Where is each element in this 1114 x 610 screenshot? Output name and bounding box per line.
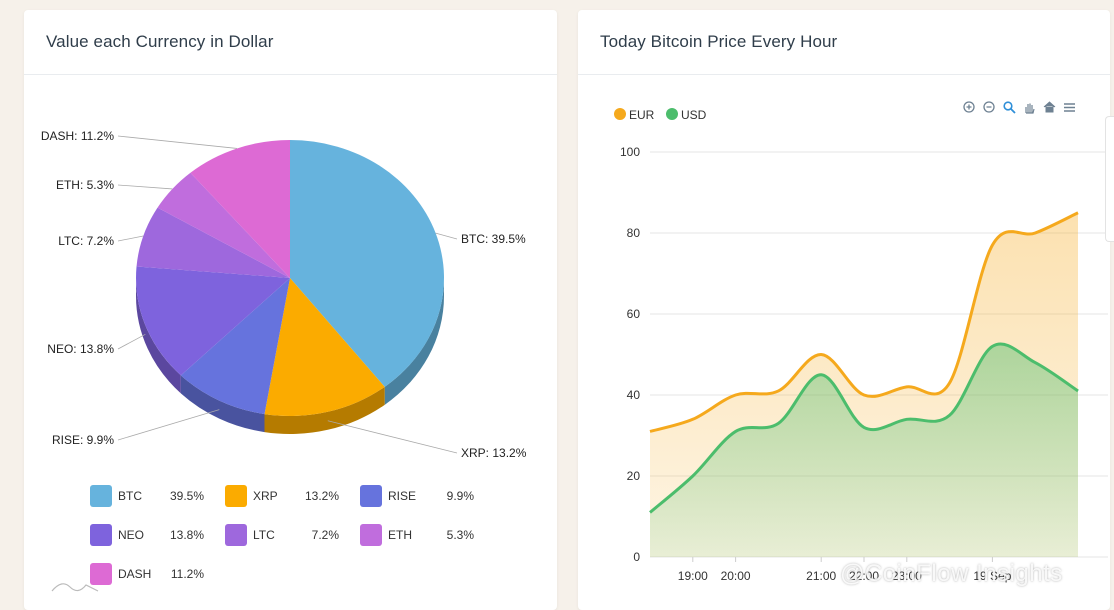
pan-hand-icon[interactable] xyxy=(1022,100,1036,114)
pie-slice-ltc[interactable] xyxy=(136,207,290,278)
legend-percent: 39.5% xyxy=(169,489,204,503)
y-tick-label: 80 xyxy=(627,226,641,240)
pie-slice-side-neo xyxy=(136,278,181,394)
sparkline-icon xyxy=(51,583,99,592)
card-header: Today Bitcoin Price Every Hour xyxy=(578,10,1110,75)
x-tick-label: 19:00 xyxy=(678,569,708,583)
pie-slice-side-rise xyxy=(180,375,265,433)
zoom-select-icon[interactable] xyxy=(1002,100,1016,114)
legend-item-ltc[interactable]: LTC 7.2% xyxy=(225,524,339,546)
pie-label-btc: BTC: 39.5% xyxy=(461,232,526,246)
leader-line xyxy=(117,135,238,149)
card-header: Value each Currency in Dollar xyxy=(24,10,557,75)
legend-swatch xyxy=(360,485,382,507)
y-tick-label: 60 xyxy=(627,307,641,321)
pie-label-neo: NEO: 13.8% xyxy=(47,342,114,356)
zoom-in-icon[interactable] xyxy=(962,100,976,114)
pie-slice-btc[interactable] xyxy=(290,140,445,387)
series-line-usd[interactable] xyxy=(649,342,1079,514)
legend-item-rise[interactable]: RISE 9.9% xyxy=(360,485,474,507)
legend-swatch xyxy=(225,524,247,546)
legend-name: RISE xyxy=(388,489,417,503)
legend-name: XRP xyxy=(253,489,278,503)
leader-line xyxy=(435,232,458,240)
pie-label-xrp: XRP: 13.2% xyxy=(461,446,527,460)
currency-value-card: Value each Currency in Dollar BTC: 39.5%… xyxy=(24,10,557,610)
area-fill-usd xyxy=(650,343,1078,557)
pie-label-ltc: LTC: 7.2% xyxy=(58,234,114,248)
pie-slice-dash[interactable] xyxy=(190,140,290,278)
chart-toolbar xyxy=(962,100,1076,114)
side-panel-tab[interactable] xyxy=(1105,116,1114,242)
legend-swatch xyxy=(225,485,247,507)
zoom-out-icon[interactable] xyxy=(982,100,996,114)
legend-item-eur[interactable]: EUR xyxy=(614,108,655,122)
pie-slice-neo[interactable] xyxy=(136,266,290,376)
legend-percent: 11.2% xyxy=(170,567,204,581)
legend-name: LTC xyxy=(253,528,275,542)
menu-icon[interactable] xyxy=(1062,100,1076,114)
legend-swatch xyxy=(360,524,382,546)
legend-swatch xyxy=(90,524,112,546)
legend-swatch xyxy=(90,563,112,585)
x-tick-label: 22:00 xyxy=(849,569,879,583)
y-tick-label: 100 xyxy=(620,145,640,159)
bitcoin-price-card: Today Bitcoin Price Every Hour 0 20 40 60 80… xyxy=(578,10,1110,610)
legend-name: DASH xyxy=(118,567,152,581)
x-tick-label: 20:00 xyxy=(721,569,751,583)
legend-percent: 13.8% xyxy=(169,528,204,542)
legend-percent: 5.3% xyxy=(446,528,474,542)
pie-chart: BTC: 39.5% XRP: 13.2% RISE: 9.9% NEO: 13.8%… xyxy=(41,129,527,460)
pie-slice-rise[interactable] xyxy=(180,278,290,415)
legend-swatch xyxy=(90,485,112,507)
legend-label: EUR xyxy=(629,108,655,122)
legend-item-eth[interactable]: ETH 5.3% xyxy=(360,524,474,546)
pie-depth xyxy=(136,278,444,434)
y-tick-label: 20 xyxy=(627,469,641,483)
home-reset-icon[interactable] xyxy=(1042,100,1056,114)
area-legend: EUR USD xyxy=(614,108,707,122)
legend-percent: 13.2% xyxy=(304,489,339,503)
y-tick-label: 0 xyxy=(633,550,640,564)
card-title: Today Bitcoin Price Every Hour xyxy=(600,32,838,51)
pie-label-dash: DASH: 11.2% xyxy=(41,129,114,143)
pie-label-eth: ETH: 5.3% xyxy=(56,178,114,192)
legend-item-xrp[interactable]: XRP 13.2% xyxy=(225,485,339,507)
pie-slices xyxy=(136,140,445,416)
legend-item-btc[interactable]: BTC 39.5% xyxy=(90,485,204,507)
legend-name: NEO xyxy=(118,528,145,542)
leader-line xyxy=(117,409,220,441)
legend-item-dash[interactable]: DASH 11.2% xyxy=(90,563,204,585)
pie-slice-eth[interactable] xyxy=(157,172,290,278)
x-tick-label: 19 Sep xyxy=(973,569,1011,583)
card-title: Value each Currency in Dollar xyxy=(46,32,274,51)
legend-name: BTC xyxy=(118,489,142,503)
watermark: @CoinFlow Insights xyxy=(840,560,1063,587)
leader-line xyxy=(117,333,146,350)
x-tick-label: 23:00 xyxy=(892,569,922,583)
pie-label-rise: RISE: 9.9% xyxy=(52,433,114,447)
area-chart: 0 20 40 60 80 100 19:00 20:00 21:00 22:00 23:00 19 … xyxy=(614,108,1108,583)
pie-slice-side-btc xyxy=(384,278,444,405)
leader-line xyxy=(327,420,458,454)
leader-line xyxy=(117,235,144,242)
legend-item-usd[interactable]: USD xyxy=(666,108,707,122)
x-tick-label: 21:00 xyxy=(806,569,836,583)
leader-line xyxy=(117,184,173,190)
legend-name: ETH xyxy=(388,528,412,542)
pie-slice-side-xrp xyxy=(264,386,385,434)
x-axis: 19:00 20:00 21:00 22:00 23:00 19 Sep xyxy=(678,557,1012,583)
series-line-eur[interactable] xyxy=(649,211,1079,433)
pie-labels: BTC: 39.5% XRP: 13.2% RISE: 9.9% NEO: 13.8%… xyxy=(41,129,527,460)
legend-label: USD xyxy=(681,108,707,122)
legend-item-neo[interactable]: NEO 13.8% xyxy=(90,524,204,546)
legend-marker xyxy=(614,108,626,120)
legend-percent: 9.9% xyxy=(446,489,474,503)
y-tick-label: 40 xyxy=(627,388,641,402)
legend-marker xyxy=(666,108,678,120)
pie-slice-xrp[interactable] xyxy=(264,278,385,416)
legend-percent: 7.2% xyxy=(311,528,339,542)
